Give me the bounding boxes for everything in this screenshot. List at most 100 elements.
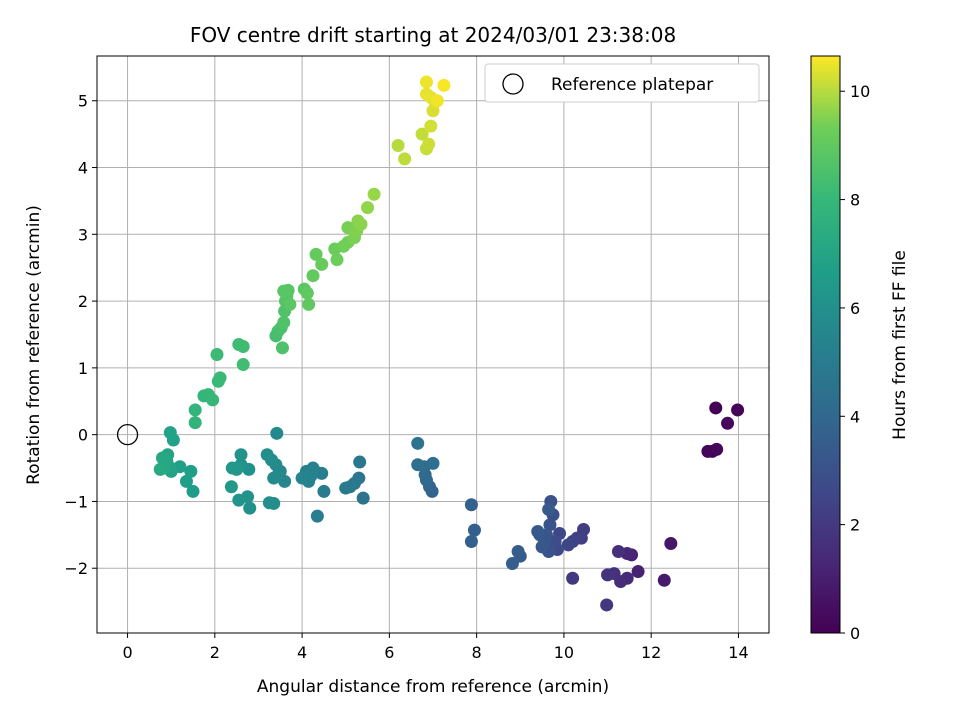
- data-point: [464, 535, 478, 549]
- data-point: [232, 493, 246, 507]
- data-point: [277, 315, 291, 329]
- legend: Reference platepar: [484, 63, 760, 103]
- plot-frame: [96, 55, 770, 634]
- data-point: [236, 358, 250, 372]
- data-point: [611, 545, 625, 559]
- data-point: [236, 340, 250, 354]
- data-point: [317, 484, 331, 498]
- data-point: [188, 403, 202, 417]
- reference-platepar-marker: [116, 424, 139, 446]
- data-point: [542, 502, 556, 516]
- colorbar-tick-label: 8: [850, 191, 860, 210]
- data-point: [186, 484, 200, 498]
- data-point: [153, 462, 167, 476]
- data-point: [561, 538, 575, 552]
- data-point: [535, 540, 549, 554]
- legend-label: Reference platepar: [551, 75, 713, 95]
- x-axis-label: Angular distance from reference (arcmin): [257, 677, 609, 697]
- y-tick-label: 3: [78, 225, 88, 244]
- data-point: [295, 471, 309, 485]
- chart-title: FOV centre drift starting at 2024/03/01 …: [190, 23, 676, 47]
- data-point: [310, 509, 324, 523]
- data-point: [306, 269, 320, 283]
- x-tick-label: 8: [472, 643, 482, 662]
- data-point: [283, 297, 297, 311]
- colorbar-tick-label: 10: [850, 82, 870, 101]
- data-point: [213, 371, 227, 385]
- data-point: [179, 474, 193, 488]
- data-point: [309, 247, 323, 261]
- x-tick-label: 6: [384, 643, 394, 662]
- data-point: [422, 137, 436, 151]
- data-point: [543, 518, 557, 532]
- data-point: [163, 426, 177, 440]
- data-point: [302, 297, 316, 311]
- y-tick-label: 0: [78, 426, 88, 445]
- data-point: [260, 448, 274, 462]
- x-tick-label: 4: [297, 643, 307, 662]
- data-point: [155, 451, 169, 465]
- colorbar-tick-label: 6: [850, 299, 860, 318]
- x-tick-label: 14: [728, 643, 748, 662]
- data-point: [184, 464, 198, 478]
- y-tick-label: 1: [78, 359, 88, 378]
- x-tick-label: 10: [554, 643, 574, 662]
- data-point: [315, 257, 329, 271]
- data-point: [354, 217, 368, 231]
- data-point: [424, 119, 438, 133]
- data-point: [270, 426, 284, 440]
- legend-marker: [502, 73, 524, 95]
- data-point: [419, 87, 433, 101]
- data-point: [210, 348, 224, 362]
- data-point: [262, 496, 276, 510]
- data-point: [411, 436, 425, 450]
- data-point: [267, 471, 281, 485]
- data-point: [225, 461, 239, 475]
- colorbar-ticks: 0 2 4 6 8 10: [840, 82, 870, 643]
- colorbar-label: Hours from first FF file: [890, 250, 910, 440]
- data-point: [657, 573, 671, 587]
- data-point: [361, 201, 375, 215]
- y-axis-label: Rotation from reference (arcmin): [24, 205, 44, 485]
- data-point: [353, 455, 367, 469]
- data-point: [566, 571, 580, 585]
- y-tick-label: 2: [78, 292, 88, 311]
- data-point: [710, 442, 724, 456]
- colorbar-gradient: [810, 55, 841, 634]
- data-point: [330, 253, 344, 267]
- data-point: [600, 598, 614, 612]
- data-point: [601, 568, 615, 582]
- y-tick-label: 5: [78, 92, 88, 111]
- data-points: [116, 75, 745, 612]
- x-tick-label: 0: [122, 643, 132, 662]
- y-tick-label: 4: [78, 159, 88, 178]
- data-point: [339, 481, 353, 495]
- data-point: [426, 456, 440, 470]
- data-point: [631, 565, 645, 579]
- colorbar-tick-label: 0: [850, 624, 860, 643]
- colorbar: 0 2 4 6 8 10 Hours from first FF file: [810, 55, 910, 643]
- data-point: [234, 448, 248, 462]
- colorbar-tick-label: 2: [850, 516, 860, 535]
- data-point: [511, 545, 525, 559]
- colorbar-tick-label: 4: [850, 407, 860, 426]
- data-point: [188, 416, 202, 430]
- x-tick-label: 2: [210, 643, 220, 662]
- data-point: [275, 341, 289, 355]
- x-tick-label: 12: [641, 643, 661, 662]
- data-point: [531, 524, 545, 538]
- data-point: [664, 537, 678, 551]
- y-tick-label: −1: [64, 492, 88, 511]
- data-point: [411, 458, 425, 472]
- data-point: [224, 480, 238, 494]
- data-point: [430, 94, 444, 108]
- y-tick-label: −2: [64, 559, 88, 578]
- data-point: [206, 393, 220, 407]
- data-point: [243, 501, 257, 515]
- data-point: [398, 152, 412, 166]
- data-point: [437, 78, 451, 92]
- data-point: [467, 523, 481, 537]
- legend-box: [484, 63, 760, 103]
- data-point: [721, 416, 735, 430]
